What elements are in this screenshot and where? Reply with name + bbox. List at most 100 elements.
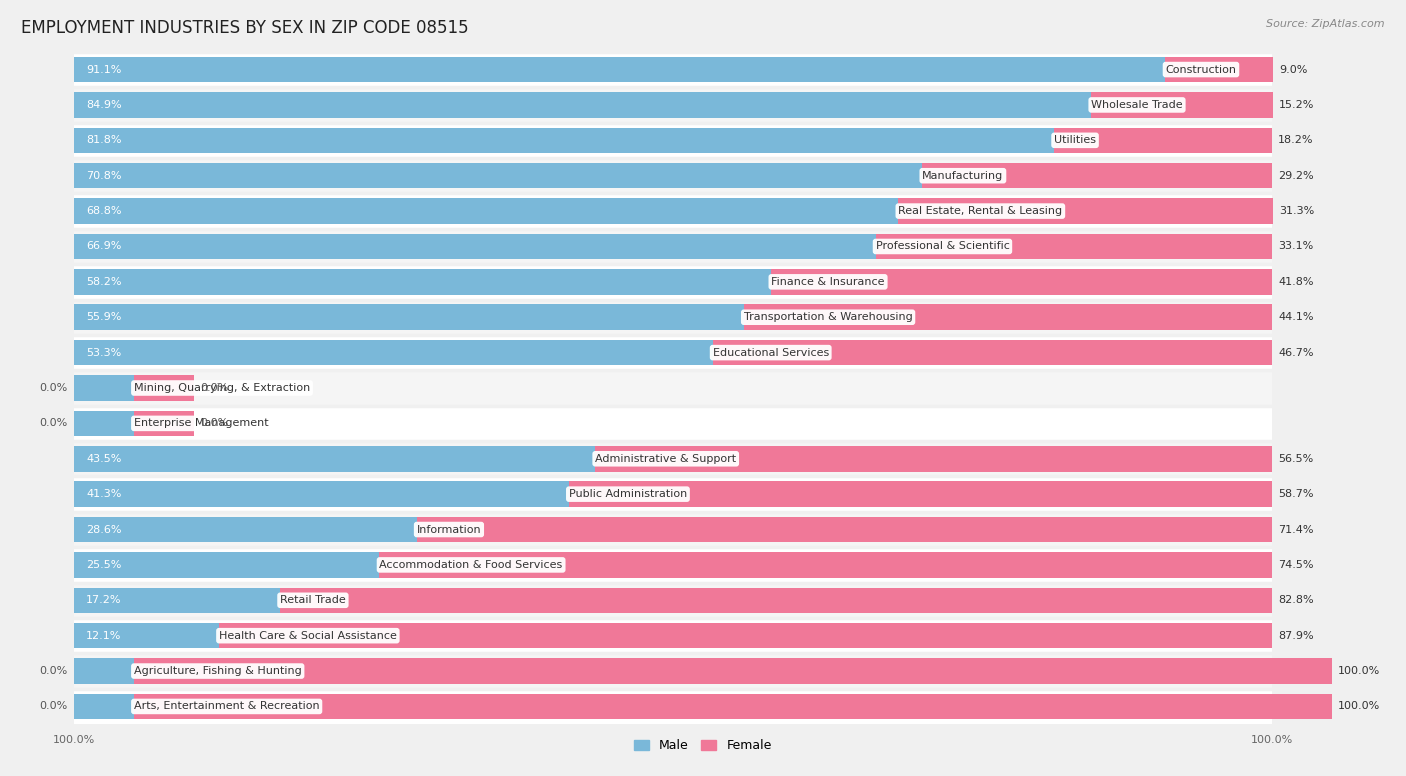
Bar [75, 87, 1272, 123]
Text: 91.1%: 91.1% [86, 64, 121, 74]
Bar [744, 304, 1272, 330]
Bar [75, 158, 1272, 193]
Bar [75, 300, 1272, 335]
Bar [75, 264, 1272, 300]
Bar [75, 193, 1272, 229]
Text: 87.9%: 87.9% [1278, 631, 1313, 641]
Text: 68.8%: 68.8% [86, 206, 121, 216]
Text: 58.7%: 58.7% [1278, 489, 1313, 499]
Bar [75, 92, 1091, 118]
Bar [75, 123, 1272, 158]
Bar [75, 481, 569, 507]
Bar [134, 694, 1331, 719]
Bar [75, 547, 1272, 583]
Bar [134, 376, 194, 400]
Bar [1091, 92, 1274, 118]
Bar [1054, 127, 1272, 153]
Bar [75, 229, 1272, 264]
Text: 0.0%: 0.0% [200, 418, 228, 428]
Text: Health Care & Social Assistance: Health Care & Social Assistance [219, 631, 396, 641]
Bar [75, 618, 1272, 653]
Text: Arts, Entertainment & Recreation: Arts, Entertainment & Recreation [134, 702, 319, 712]
Text: Public Administration: Public Administration [569, 489, 688, 499]
Text: 12.1%: 12.1% [86, 631, 121, 641]
Text: Information: Information [416, 525, 481, 535]
Text: Retail Trade: Retail Trade [280, 595, 346, 605]
Text: 100.0%: 100.0% [1339, 702, 1381, 712]
Bar [75, 623, 219, 649]
Text: Source: ZipAtlas.com: Source: ZipAtlas.com [1267, 19, 1385, 29]
Bar [219, 623, 1272, 649]
Text: 18.2%: 18.2% [1278, 135, 1313, 145]
Bar [380, 553, 1272, 577]
Bar [75, 376, 134, 400]
Text: 41.3%: 41.3% [86, 489, 121, 499]
Bar [75, 52, 1272, 87]
Text: Wholesale Trade: Wholesale Trade [1091, 100, 1182, 110]
Text: Finance & Insurance: Finance & Insurance [772, 277, 884, 287]
Text: 70.8%: 70.8% [86, 171, 121, 181]
Text: 31.3%: 31.3% [1279, 206, 1315, 216]
Bar [75, 446, 595, 472]
Text: Professional & Scientific: Professional & Scientific [876, 241, 1010, 251]
Text: 43.5%: 43.5% [86, 454, 121, 464]
Text: 0.0%: 0.0% [39, 666, 67, 676]
Bar [75, 658, 134, 684]
Text: 81.8%: 81.8% [86, 135, 121, 145]
Bar [75, 553, 380, 577]
Bar [280, 587, 1272, 613]
Bar [75, 335, 1272, 370]
Text: 53.3%: 53.3% [86, 348, 121, 358]
Bar [75, 370, 1272, 406]
Bar [75, 406, 1272, 441]
Text: 56.5%: 56.5% [1278, 454, 1313, 464]
Bar [75, 199, 898, 223]
Text: 58.2%: 58.2% [86, 277, 121, 287]
Bar [75, 512, 1272, 547]
Text: Administrative & Support: Administrative & Support [595, 454, 737, 464]
Text: Transportation & Warehousing: Transportation & Warehousing [744, 312, 912, 322]
Bar [75, 269, 772, 295]
Text: Utilities: Utilities [1054, 135, 1097, 145]
Bar [595, 446, 1272, 472]
Bar [75, 340, 713, 365]
Bar [75, 476, 1272, 512]
Bar [75, 583, 1272, 618]
Text: 82.8%: 82.8% [1278, 595, 1313, 605]
Text: 55.9%: 55.9% [86, 312, 121, 322]
Bar [876, 234, 1272, 259]
Text: 41.8%: 41.8% [1278, 277, 1313, 287]
Bar [75, 234, 876, 259]
Legend: Male, Female: Male, Female [630, 734, 776, 757]
Text: 84.9%: 84.9% [86, 100, 121, 110]
Text: 71.4%: 71.4% [1278, 525, 1313, 535]
Text: 0.0%: 0.0% [39, 418, 67, 428]
Bar [898, 199, 1274, 223]
Bar [75, 411, 134, 436]
Bar [1166, 57, 1274, 82]
Bar [75, 694, 134, 719]
Text: Construction: Construction [1166, 64, 1236, 74]
Text: 25.5%: 25.5% [86, 560, 121, 570]
Text: 33.1%: 33.1% [1278, 241, 1313, 251]
Text: 9.0%: 9.0% [1279, 64, 1308, 74]
Bar [922, 163, 1272, 189]
Text: 74.5%: 74.5% [1278, 560, 1313, 570]
Text: 66.9%: 66.9% [86, 241, 121, 251]
Bar [75, 163, 922, 189]
Bar [75, 127, 1054, 153]
Bar [75, 587, 280, 613]
Bar [75, 689, 1272, 724]
Bar [75, 57, 1166, 82]
Text: 100.0%: 100.0% [1339, 666, 1381, 676]
Text: Accommodation & Food Services: Accommodation & Food Services [380, 560, 562, 570]
Bar [134, 658, 1331, 684]
Bar [713, 340, 1272, 365]
Text: Real Estate, Rental & Leasing: Real Estate, Rental & Leasing [898, 206, 1063, 216]
Bar [75, 517, 416, 542]
Bar [75, 304, 744, 330]
Text: 29.2%: 29.2% [1278, 171, 1313, 181]
Bar [772, 269, 1272, 295]
Bar [75, 653, 1272, 689]
Bar [134, 411, 194, 436]
